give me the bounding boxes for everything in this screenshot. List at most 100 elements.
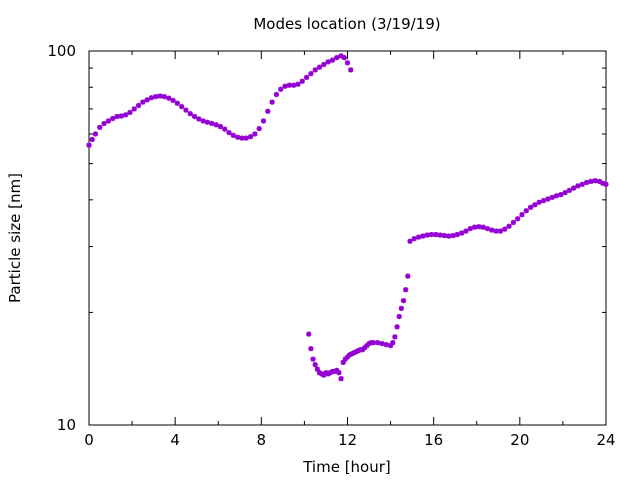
data-point <box>562 190 568 196</box>
data-point <box>446 233 452 239</box>
data-point <box>217 123 224 130</box>
data-point <box>405 273 411 279</box>
data-point <box>379 341 385 347</box>
data-point <box>265 108 271 114</box>
y-axis-label: Particle size [nm] <box>6 173 24 303</box>
data-point <box>213 122 219 128</box>
data-point <box>528 204 534 210</box>
data-point <box>86 142 92 148</box>
data-point <box>316 64 323 70</box>
data-point <box>321 61 327 68</box>
data-point <box>403 287 409 293</box>
data-point <box>510 219 516 226</box>
data-point <box>348 67 354 73</box>
data-point <box>291 82 297 88</box>
data-point <box>191 113 198 120</box>
data-point <box>506 223 512 229</box>
data-point <box>252 131 258 137</box>
data-point <box>222 126 228 132</box>
data-point <box>463 228 469 234</box>
data-point <box>558 192 564 198</box>
data-point <box>174 100 180 106</box>
data-point <box>135 102 142 109</box>
data-point <box>89 136 95 143</box>
data-point <box>390 340 396 346</box>
data-point <box>467 226 473 232</box>
data-point <box>532 202 538 208</box>
data-point <box>105 118 111 124</box>
data-point <box>123 112 129 118</box>
data-point <box>92 131 99 137</box>
data-point <box>260 118 267 124</box>
data-point <box>515 216 521 222</box>
data-point <box>131 106 137 112</box>
data-point <box>278 86 284 92</box>
x-tick-label: 20 <box>510 431 529 449</box>
data-point <box>269 99 275 105</box>
data-point <box>183 107 189 113</box>
y-tick-label: 100 <box>47 42 76 60</box>
data-point <box>306 331 312 337</box>
x-tick-label: 16 <box>424 431 443 449</box>
data-point <box>441 232 448 239</box>
data-point <box>588 178 594 185</box>
data-point <box>101 120 107 127</box>
data-point <box>118 113 124 119</box>
data-point <box>314 366 320 372</box>
data-point <box>519 212 525 218</box>
data-point <box>204 119 211 125</box>
data-point <box>566 187 572 193</box>
data-point <box>344 60 351 66</box>
x-tick-label: 12 <box>338 431 357 449</box>
data-point <box>450 232 456 239</box>
data-point <box>575 183 581 189</box>
data-point <box>226 130 232 136</box>
data-point <box>484 226 491 232</box>
data-point <box>489 227 495 233</box>
plot-frame <box>88 50 607 426</box>
data-point <box>338 376 344 382</box>
data-point <box>299 78 305 84</box>
data-point <box>295 81 301 87</box>
data-point <box>549 194 555 201</box>
y-axis: 10 100 <box>47 42 606 434</box>
data-point <box>571 185 577 191</box>
data-point <box>243 135 249 141</box>
data-point <box>454 231 460 238</box>
data-point <box>392 334 398 340</box>
x-axis-label: Time [hour] <box>302 458 391 476</box>
data-point <box>110 115 116 122</box>
data-point <box>603 181 609 187</box>
data-point <box>256 126 262 132</box>
data-point <box>140 99 146 105</box>
data-point <box>341 55 347 61</box>
data-point <box>308 71 314 77</box>
x-tick-label: 4 <box>170 431 180 449</box>
data-point <box>400 298 407 304</box>
data-point <box>502 226 508 232</box>
chart-title: Modes location (3/19/19) <box>253 15 440 33</box>
data-point <box>523 208 529 214</box>
data-point <box>161 94 167 100</box>
data-point <box>170 97 176 103</box>
data-point <box>310 356 316 362</box>
data-point <box>308 346 314 352</box>
data-point <box>334 55 340 61</box>
data-point <box>396 313 402 320</box>
data-point <box>415 234 422 240</box>
data-point <box>420 233 426 239</box>
data-point <box>394 324 400 330</box>
data-point <box>179 104 185 110</box>
x-tick-label: 24 <box>596 431 615 449</box>
data-point <box>459 230 465 236</box>
data-point <box>196 116 202 122</box>
x-axis: 0 4 8 12 16 20 24 <box>84 51 616 449</box>
data-point <box>411 236 417 242</box>
data-point <box>497 228 504 234</box>
data-point <box>480 224 486 230</box>
x-tick-label: 0 <box>84 431 94 449</box>
data-point <box>312 362 318 368</box>
data-point <box>166 95 172 101</box>
data-point <box>398 305 404 312</box>
